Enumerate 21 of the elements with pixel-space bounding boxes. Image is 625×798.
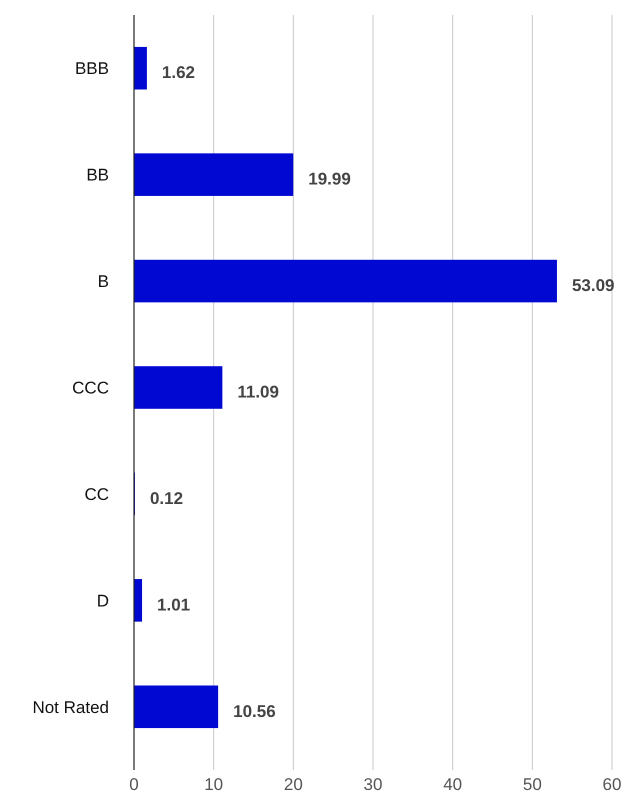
data-label: 19.99 [308,170,351,189]
y-tick-label: CC [84,484,109,504]
x-tick-label: 20 [284,775,303,794]
y-tick-label: BBB [74,59,109,78]
x-tick-label: 0 [129,775,139,794]
y-tick-label: BB [86,166,109,185]
data-label: 1.01 [157,595,190,614]
x-tick-label: 50 [522,775,542,794]
data-label: 10.56 [233,702,276,721]
data-label: 53.09 [572,276,614,296]
y-tick-label: CCC [72,378,109,398]
y-tick-label: D [96,591,109,610]
data-label: 1.62 [162,63,195,82]
data-label: 11.09 [237,382,279,402]
x-tick-label: 60 [602,775,622,794]
y-tick-label: B [98,272,109,292]
x-tick-label: 40 [443,775,462,794]
data-label: 0.12 [150,488,184,508]
x-tick-label: 30 [364,775,382,794]
y-tick-label: Not Rated [32,698,109,717]
x-tick-label: 10 [204,775,224,794]
